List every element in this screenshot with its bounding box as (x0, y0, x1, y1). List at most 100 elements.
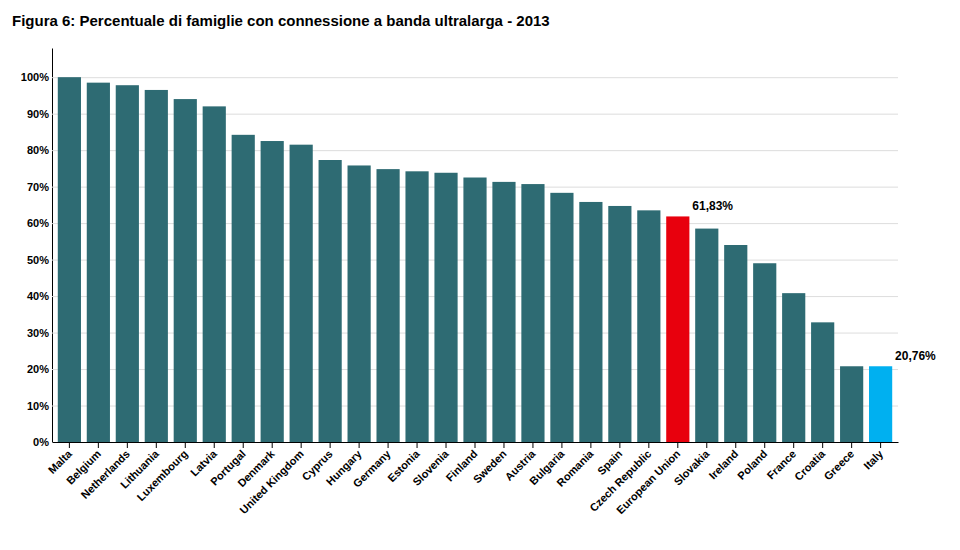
bar (434, 173, 457, 442)
y-tick-label: 70% (27, 181, 49, 193)
x-tick-mark (764, 442, 765, 448)
bar (637, 210, 660, 442)
x-tick-mark (677, 442, 678, 448)
x-tick-mark (127, 442, 128, 448)
x-tick-mark (880, 442, 881, 448)
bar (290, 145, 313, 442)
x-tick-mark (214, 442, 215, 448)
x-tick-mark (301, 442, 302, 448)
x-tick: Romania (554, 442, 596, 489)
x-tick-label: Greece (821, 448, 856, 483)
x-tick-mark (272, 442, 273, 448)
y-tick-label: 90% (27, 108, 49, 120)
bar (87, 83, 110, 442)
x-tick-mark (822, 442, 823, 448)
bar (724, 245, 747, 442)
x-tick-mark (793, 442, 794, 448)
x-tick: Greece (821, 442, 856, 482)
x-tick: Italy (861, 442, 886, 472)
x-tick-mark (735, 442, 736, 448)
x-tick: Netherlands (79, 442, 132, 501)
x-tick-mark (590, 442, 591, 448)
bar (58, 77, 81, 442)
x-tick-label: Sweden (471, 447, 509, 485)
x-tick-mark (330, 442, 331, 448)
x-tick-mark (446, 442, 447, 448)
y-tick-label: 100% (21, 71, 49, 83)
y-tick-label: 0% (33, 436, 49, 448)
chart-title: Figura 6: Percentuale di famiglie con co… (12, 12, 550, 29)
x-tick-label: Luxembourg (134, 448, 190, 504)
y-tick-label: 10% (27, 400, 49, 412)
y-axis-line (52, 49, 53, 443)
bar (608, 206, 631, 442)
bar (666, 216, 689, 442)
grid-line (52, 77, 898, 78)
bar (521, 184, 544, 442)
x-tick-label: Italy (861, 447, 886, 472)
x-tick: Luxembourg (134, 442, 190, 503)
bar (232, 135, 255, 442)
bar (116, 85, 139, 442)
x-tick: Croatia (792, 442, 828, 483)
x-tick-mark (648, 442, 649, 448)
x-tick-mark (851, 442, 852, 448)
plot-area: 0%10%20%30%40%50%60%70%80%90%100%MaltaBe… (21, 49, 936, 517)
bar (174, 99, 197, 442)
x-tick-label: Slovakia (671, 447, 712, 488)
y-tick-label: 30% (27, 327, 49, 339)
bar (782, 293, 805, 442)
bar (840, 366, 863, 442)
x-tick-mark (69, 442, 70, 448)
annotations: 61,83% 20,76% (692, 199, 936, 363)
y-tick-label: 20% (27, 363, 49, 375)
x-tick-mark (706, 442, 707, 448)
chart-svg: Figura 6: Percentuale di famiglie con co… (0, 0, 960, 550)
x-tick: Sweden (471, 442, 509, 485)
x-tick-label: Ireland (706, 448, 740, 482)
x-tick-mark (185, 442, 186, 448)
bar (869, 366, 892, 442)
x-tick-mark (619, 442, 620, 448)
x-tick-label: Netherlands (79, 448, 132, 501)
annotation: 61,83% (692, 199, 733, 213)
y-tick-label: 50% (27, 254, 49, 266)
bar (492, 182, 515, 442)
x-tick-mark (417, 442, 418, 448)
y-tick-label: 40% (27, 290, 49, 302)
bar (348, 165, 371, 442)
x-tick-mark (156, 442, 157, 448)
x-tick-label: Croatia (792, 447, 828, 483)
x-tick: United Kingdom (237, 442, 306, 516)
x-tick-mark (532, 442, 533, 448)
x-tick-label: European Union (614, 447, 683, 516)
bar (261, 141, 284, 442)
x-tick-mark (388, 442, 389, 448)
bars (58, 77, 892, 442)
x-tick-mark (98, 442, 99, 448)
y-tick-label: 80% (27, 144, 49, 156)
bar (811, 322, 834, 442)
bar (579, 202, 602, 442)
x-tick-label: Poland (735, 448, 769, 482)
bar (695, 229, 718, 442)
x-tick: Poland (735, 442, 769, 482)
bar (550, 193, 573, 442)
x-tick-label: Germany (351, 447, 394, 490)
x-tick: Slovenia (410, 442, 451, 488)
bar (203, 106, 226, 442)
x-tick-mark (561, 442, 562, 448)
x-tick-label: United Kingdom (237, 447, 306, 516)
bar (405, 171, 428, 442)
bar (376, 169, 399, 442)
x-tick-label: Slovenia (410, 447, 451, 488)
annotation: 20,76% (895, 349, 936, 363)
chart-container: Figura 6: Percentuale di famiglie con co… (0, 0, 960, 550)
bar (753, 263, 776, 442)
x-tick-mark (359, 442, 360, 448)
x-axis: MaltaBelgiumNetherlandsLithuaniaLuxembou… (46, 442, 899, 516)
y-axis: 0%10%20%30%40%50%60%70%80%90%100% (21, 49, 898, 449)
bar (145, 90, 168, 442)
x-tick: Ireland (706, 442, 740, 482)
bar (463, 178, 486, 442)
